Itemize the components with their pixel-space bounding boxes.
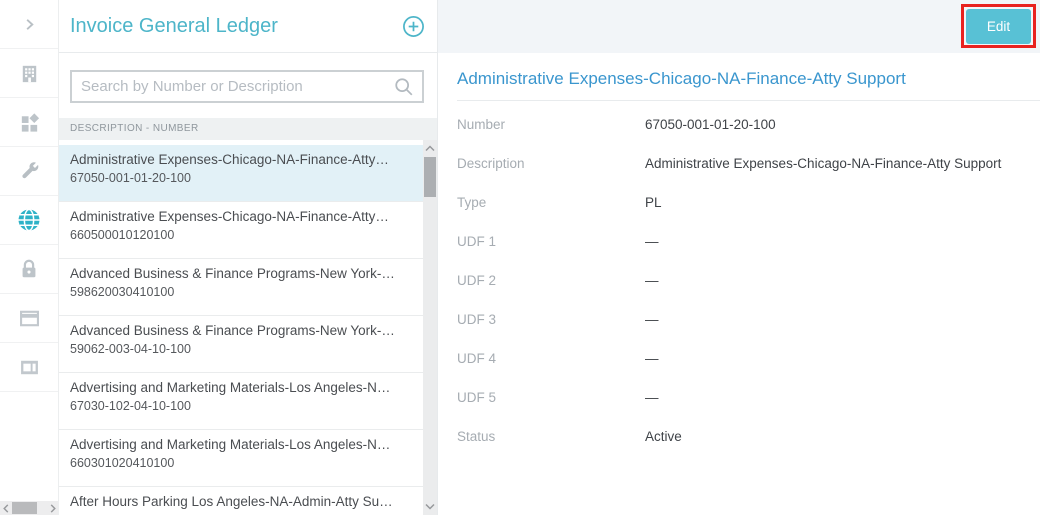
scroll-right-icon[interactable] xyxy=(47,503,58,513)
field-label: UDF 4 xyxy=(457,351,497,366)
sidebar-item-settings[interactable] xyxy=(0,147,58,196)
list-body: Administrative Expenses-Chicago-NA-Finan… xyxy=(59,140,437,515)
edit-button[interactable]: Edit xyxy=(966,8,1031,44)
sidebar-item-company[interactable] xyxy=(0,49,58,98)
scroll-up-icon[interactable] xyxy=(423,141,437,156)
divider xyxy=(457,100,1040,101)
list-item-number: 59062-003-04-10-100 xyxy=(70,342,191,356)
list-item-description: Advanced Business & Finance Programs-New… xyxy=(70,323,395,338)
sidebar-item-layout[interactable] xyxy=(0,343,58,392)
detail-title: Administrative Expenses-Chicago-NA-Finan… xyxy=(457,69,906,88)
field-value: Administrative Expenses-Chicago-NA-Finan… xyxy=(645,156,1002,171)
field-value: — xyxy=(645,234,659,249)
scroll-left-icon[interactable] xyxy=(0,503,11,513)
panel-title: Invoice General Ledger xyxy=(70,14,278,37)
field-value: — xyxy=(645,390,659,405)
list-item-description: Administrative Expenses-Chicago-NA-Finan… xyxy=(70,209,389,224)
ledger-list-item[interactable]: Advertising and Marketing Materials-Los … xyxy=(59,430,423,487)
ledger-list-item[interactable]: Advanced Business & Finance Programs-New… xyxy=(59,259,423,316)
sidebar-item-security[interactable] xyxy=(0,245,58,294)
list-item-description: After Hours Parking Los Angeles-NA-Admin… xyxy=(70,494,393,509)
ledger-list-item[interactable]: Administrative Expenses-Chicago-NA-Finan… xyxy=(59,202,423,259)
field-value: — xyxy=(645,351,659,366)
modules-icon xyxy=(18,111,41,134)
sidebar-item-web[interactable] xyxy=(0,196,58,245)
detail-fields: Number 67050-001-01-20-100 Description A… xyxy=(457,114,1040,465)
field-row: UDF 5 — xyxy=(457,387,1040,426)
search-area xyxy=(59,53,437,103)
list-panel-header: Invoice General Ledger xyxy=(59,0,437,53)
sidebar-item-modules[interactable] xyxy=(0,98,58,147)
list-item-number: 67050-001-01-20-100 xyxy=(70,171,191,185)
vertical-scrollbar-thumb[interactable] xyxy=(424,157,436,197)
sidebar-item-billing[interactable] xyxy=(0,294,58,343)
list-item-number: 660500010120100 xyxy=(70,228,175,242)
field-label: Number xyxy=(457,117,506,132)
list-column-header: DESCRIPTION - NUMBER xyxy=(59,118,437,140)
list-vertical-scrollbar xyxy=(423,140,437,515)
field-row: UDF 3 — xyxy=(457,309,1040,348)
field-row: UDF 1 — xyxy=(457,231,1040,270)
split-panel-icon xyxy=(18,356,41,379)
add-ledger-button[interactable] xyxy=(402,15,425,38)
ledger-list-item[interactable]: Advanced Business & Finance Programs-New… xyxy=(59,316,423,373)
sidebar-horizontal-scrollbar xyxy=(0,501,58,515)
list-item-description: Advertising and Marketing Materials-Los … xyxy=(70,437,391,452)
list-item-number: 660301020410100 xyxy=(70,456,175,470)
ledger-detail-panel: Edit Administrative Expenses-Chicago-NA-… xyxy=(438,0,1040,515)
list-item-number: 598620030410100 xyxy=(70,285,175,299)
field-label: Status xyxy=(457,429,496,444)
building-icon xyxy=(18,62,41,85)
search-input[interactable] xyxy=(81,78,393,95)
search-icon[interactable] xyxy=(393,76,414,97)
sidebar-item-expand[interactable] xyxy=(0,0,58,49)
ledger-list-item[interactable]: Advertising and Marketing Materials-Los … xyxy=(59,373,423,430)
field-row: UDF 4 — xyxy=(457,348,1040,387)
chevron-right-icon xyxy=(22,17,37,32)
field-value: Active xyxy=(645,429,682,444)
wrench-icon xyxy=(18,160,41,183)
field-value: 67050-001-01-20-100 xyxy=(645,117,776,132)
field-label: UDF 3 xyxy=(457,312,497,327)
field-row: Description Administrative Expenses-Chic… xyxy=(457,153,1040,192)
list-item-description: Advertising and Marketing Materials-Los … xyxy=(70,380,391,395)
ledger-list-item[interactable]: After Hours Parking Los Angeles-NA-Admin… xyxy=(59,487,423,515)
field-value: PL xyxy=(645,195,662,210)
field-row: Type PL xyxy=(457,192,1040,231)
field-value: — xyxy=(645,273,659,288)
credit-card-icon xyxy=(18,307,41,330)
field-label: Description xyxy=(457,156,525,171)
field-label: UDF 1 xyxy=(457,234,497,249)
search-box xyxy=(70,70,424,103)
circle-plus-icon xyxy=(403,15,424,37)
edit-button-highlight: Edit xyxy=(961,4,1036,48)
detail-toolbar: Edit xyxy=(438,0,1040,53)
field-label: UDF 5 xyxy=(457,390,497,405)
list-item-description: Administrative Expenses-Chicago-NA-Finan… xyxy=(70,152,389,167)
field-label: UDF 2 xyxy=(457,273,497,288)
ledger-list-item[interactable]: Administrative Expenses-Chicago-NA-Finan… xyxy=(59,145,423,202)
globe-icon xyxy=(17,208,41,232)
field-label: Type xyxy=(457,195,487,210)
horizontal-scrollbar-thumb[interactable] xyxy=(12,502,37,514)
lock-icon xyxy=(18,258,40,280)
ledger-list: Administrative Expenses-Chicago-NA-Finan… xyxy=(59,140,423,515)
scroll-down-icon[interactable] xyxy=(423,499,437,514)
icon-sidebar xyxy=(0,0,59,515)
field-row: Status Active xyxy=(457,426,1040,465)
list-item-number: 67030-102-04-10-100 xyxy=(70,399,191,413)
ledger-list-panel: Invoice General Ledger DESCRIPTION - NUM… xyxy=(59,0,438,515)
list-item-description: Advanced Business & Finance Programs-New… xyxy=(70,266,395,281)
field-row: Number 67050-001-01-20-100 xyxy=(457,114,1040,153)
field-row: UDF 2 — xyxy=(457,270,1040,309)
field-value: — xyxy=(645,312,659,327)
